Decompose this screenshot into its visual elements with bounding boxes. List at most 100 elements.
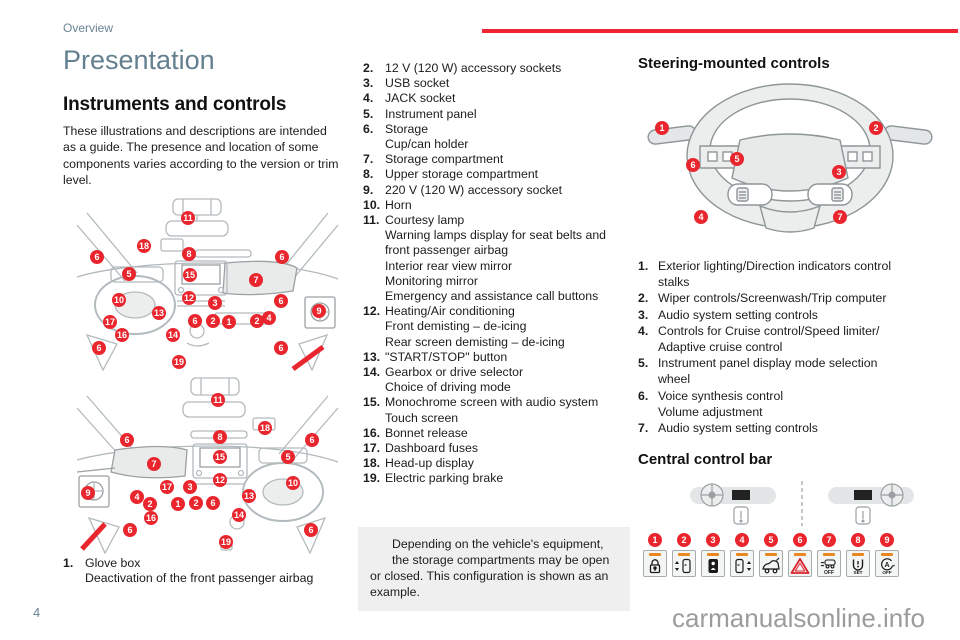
callout-6: 6 (120, 433, 134, 447)
list-item-number: 3. (363, 76, 374, 91)
list-item-number: 4. (363, 91, 374, 106)
button-backlight (736, 553, 748, 556)
info-icon (372, 538, 383, 564)
list-item-number: 3. (638, 307, 649, 322)
section-heading-central-bar: Central control bar (638, 451, 773, 468)
callout-4: 4 (694, 210, 708, 224)
callout-2: 2 (250, 314, 264, 328)
callout-4: 4 (130, 490, 144, 504)
list-item-number: 6. (363, 121, 374, 136)
list-item-line: Interior rear view mirror (385, 258, 513, 273)
tailgate-button (759, 550, 783, 577)
dashboard-figure-lhd: 11 18 8 6 6 5 15 7 10 12 3 13 17 6 2 1 2 4 6 9 16 14 6 6 19 (75, 197, 340, 372)
esp-off-group: 7 OFF (817, 533, 841, 577)
list-item-number: 5. (363, 106, 374, 121)
callout-6: 6 (90, 250, 104, 264)
callout-7: 7 (147, 457, 161, 471)
list-item-line: Storage (385, 121, 429, 136)
tyre-pressure-set-button: SET (846, 550, 870, 577)
list-item-line: 12 V (120 W) accessory sockets (385, 61, 562, 75)
info-note: Depending on the vehicle's equipment, th… (358, 527, 630, 611)
svg-text:OFF: OFF (882, 570, 891, 575)
callout-1: 1 (655, 121, 669, 135)
callout-2: 2 (206, 314, 220, 328)
components-list: 2. 12 V (120 W) accessory sockets 3. USB so… (363, 61, 633, 487)
button-backlight (823, 553, 835, 556)
info-note-text: Depending on the vehicle's equipment, th… (370, 537, 610, 599)
callout-1: 1 (222, 315, 236, 329)
list-item: 7. Audio system setting controls (638, 420, 960, 436)
dashboard-figure-rhd: 11 18 8 6 6 7 15 5 12 10 3 17 9 4 2 1 2 6 13 14 16 6 6 19 (75, 372, 340, 555)
header-rule (482, 29, 958, 33)
callout-6: 6 (304, 523, 318, 537)
button-backlight (852, 553, 864, 556)
svg-text:SET: SET (854, 570, 863, 575)
list-item: 14. Gearbox or drive selector Choice of dr… (363, 365, 633, 395)
callout-7: 7 (822, 533, 836, 547)
list-item-number: 4. (638, 323, 649, 338)
callout-19: 19 (172, 355, 186, 369)
dashboard-illustration-lhd (76, 198, 339, 372)
list-item-line: Choice of driving mode (385, 380, 511, 395)
list-item: 19. Electric parking brake (363, 471, 633, 486)
callout-6: 6 (274, 341, 288, 355)
list-item-line: Storage compartment (385, 152, 504, 167)
child-lock-button (701, 550, 725, 577)
callout-12: 12 (213, 473, 227, 487)
list-item-line: Dashboard fuses (385, 441, 478, 456)
list-item: 1. Glove box Deactivation of the front p… (63, 556, 348, 587)
right-sliding-door-group: 4 (730, 533, 754, 577)
dashboard-illustration-rhd (76, 377, 339, 555)
list-item-line: front passenger airbag (385, 243, 509, 258)
tailgate-icon (761, 556, 781, 575)
callout-18: 18 (258, 421, 272, 435)
callout-7: 7 (833, 210, 847, 224)
callout-6: 6 (123, 523, 137, 537)
central-locking-group: 1 (643, 533, 667, 577)
button-backlight (649, 553, 661, 556)
tailgate-group: 5 (759, 533, 783, 577)
callout-19: 19 (219, 535, 233, 549)
list-item-line: Cup/can holder (385, 137, 469, 152)
list-item: 9. 220 V (120 W) accessory socket (363, 183, 633, 198)
callout-4: 4 (735, 533, 749, 547)
callout-6: 6 (274, 294, 288, 308)
list-item-line: Rear screen demisting – de-icing (385, 334, 565, 349)
list-item-number: 12. (363, 304, 381, 319)
callout-15: 15 (183, 268, 197, 282)
list-item-line: Courtesy lamp (385, 213, 465, 228)
callout-16: 16 (115, 328, 129, 342)
list-item: 15. Monochrome screen with audio system To… (363, 395, 633, 425)
child-lock-group: 3 (701, 533, 725, 577)
list-item-line: Touch screen (385, 410, 459, 425)
callout-3: 3 (183, 480, 197, 494)
callout-5: 5 (281, 450, 295, 464)
list-item-line: Monitoring mirror (385, 273, 478, 288)
steering-wheel-illustration (647, 83, 933, 233)
list-item: 7. Storage compartment (363, 152, 633, 167)
callout-5: 5 (764, 533, 778, 547)
svg-text:OFF: OFF (824, 570, 834, 575)
callout-14: 14 (232, 508, 246, 522)
list-item-line: Horn (385, 197, 412, 212)
list-item-number: 10. (363, 197, 381, 212)
callout-1: 1 (648, 533, 662, 547)
callout-4: 4 (262, 311, 276, 325)
callout-2: 2 (869, 121, 883, 135)
page-number: 4 (33, 605, 41, 620)
callout-2: 2 (143, 497, 157, 511)
section-heading-instruments: Instruments and controls (63, 94, 287, 115)
watermark: carmanualsonline.info (672, 603, 925, 633)
callout-6: 6 (92, 341, 106, 355)
central-bar-figure (688, 478, 916, 530)
list-item: 6. Storage Cup/can holder (363, 122, 633, 152)
callout-2: 2 (677, 533, 691, 547)
callout-16: 16 (144, 511, 158, 525)
steering-controls-list: 1. Exterior lighting/Direction indicators… (638, 258, 960, 436)
steering-wheel-figure: 1 2 5 6 3 4 7 (640, 76, 940, 244)
button-backlight (707, 553, 719, 556)
callout-10: 10 (286, 476, 300, 490)
esp-off-icon: OFF (819, 556, 839, 575)
list-item-line: Wiper controls/Screenwash/Trip computer (658, 291, 887, 306)
list-item-line: Gearbox or drive selector (385, 365, 524, 380)
